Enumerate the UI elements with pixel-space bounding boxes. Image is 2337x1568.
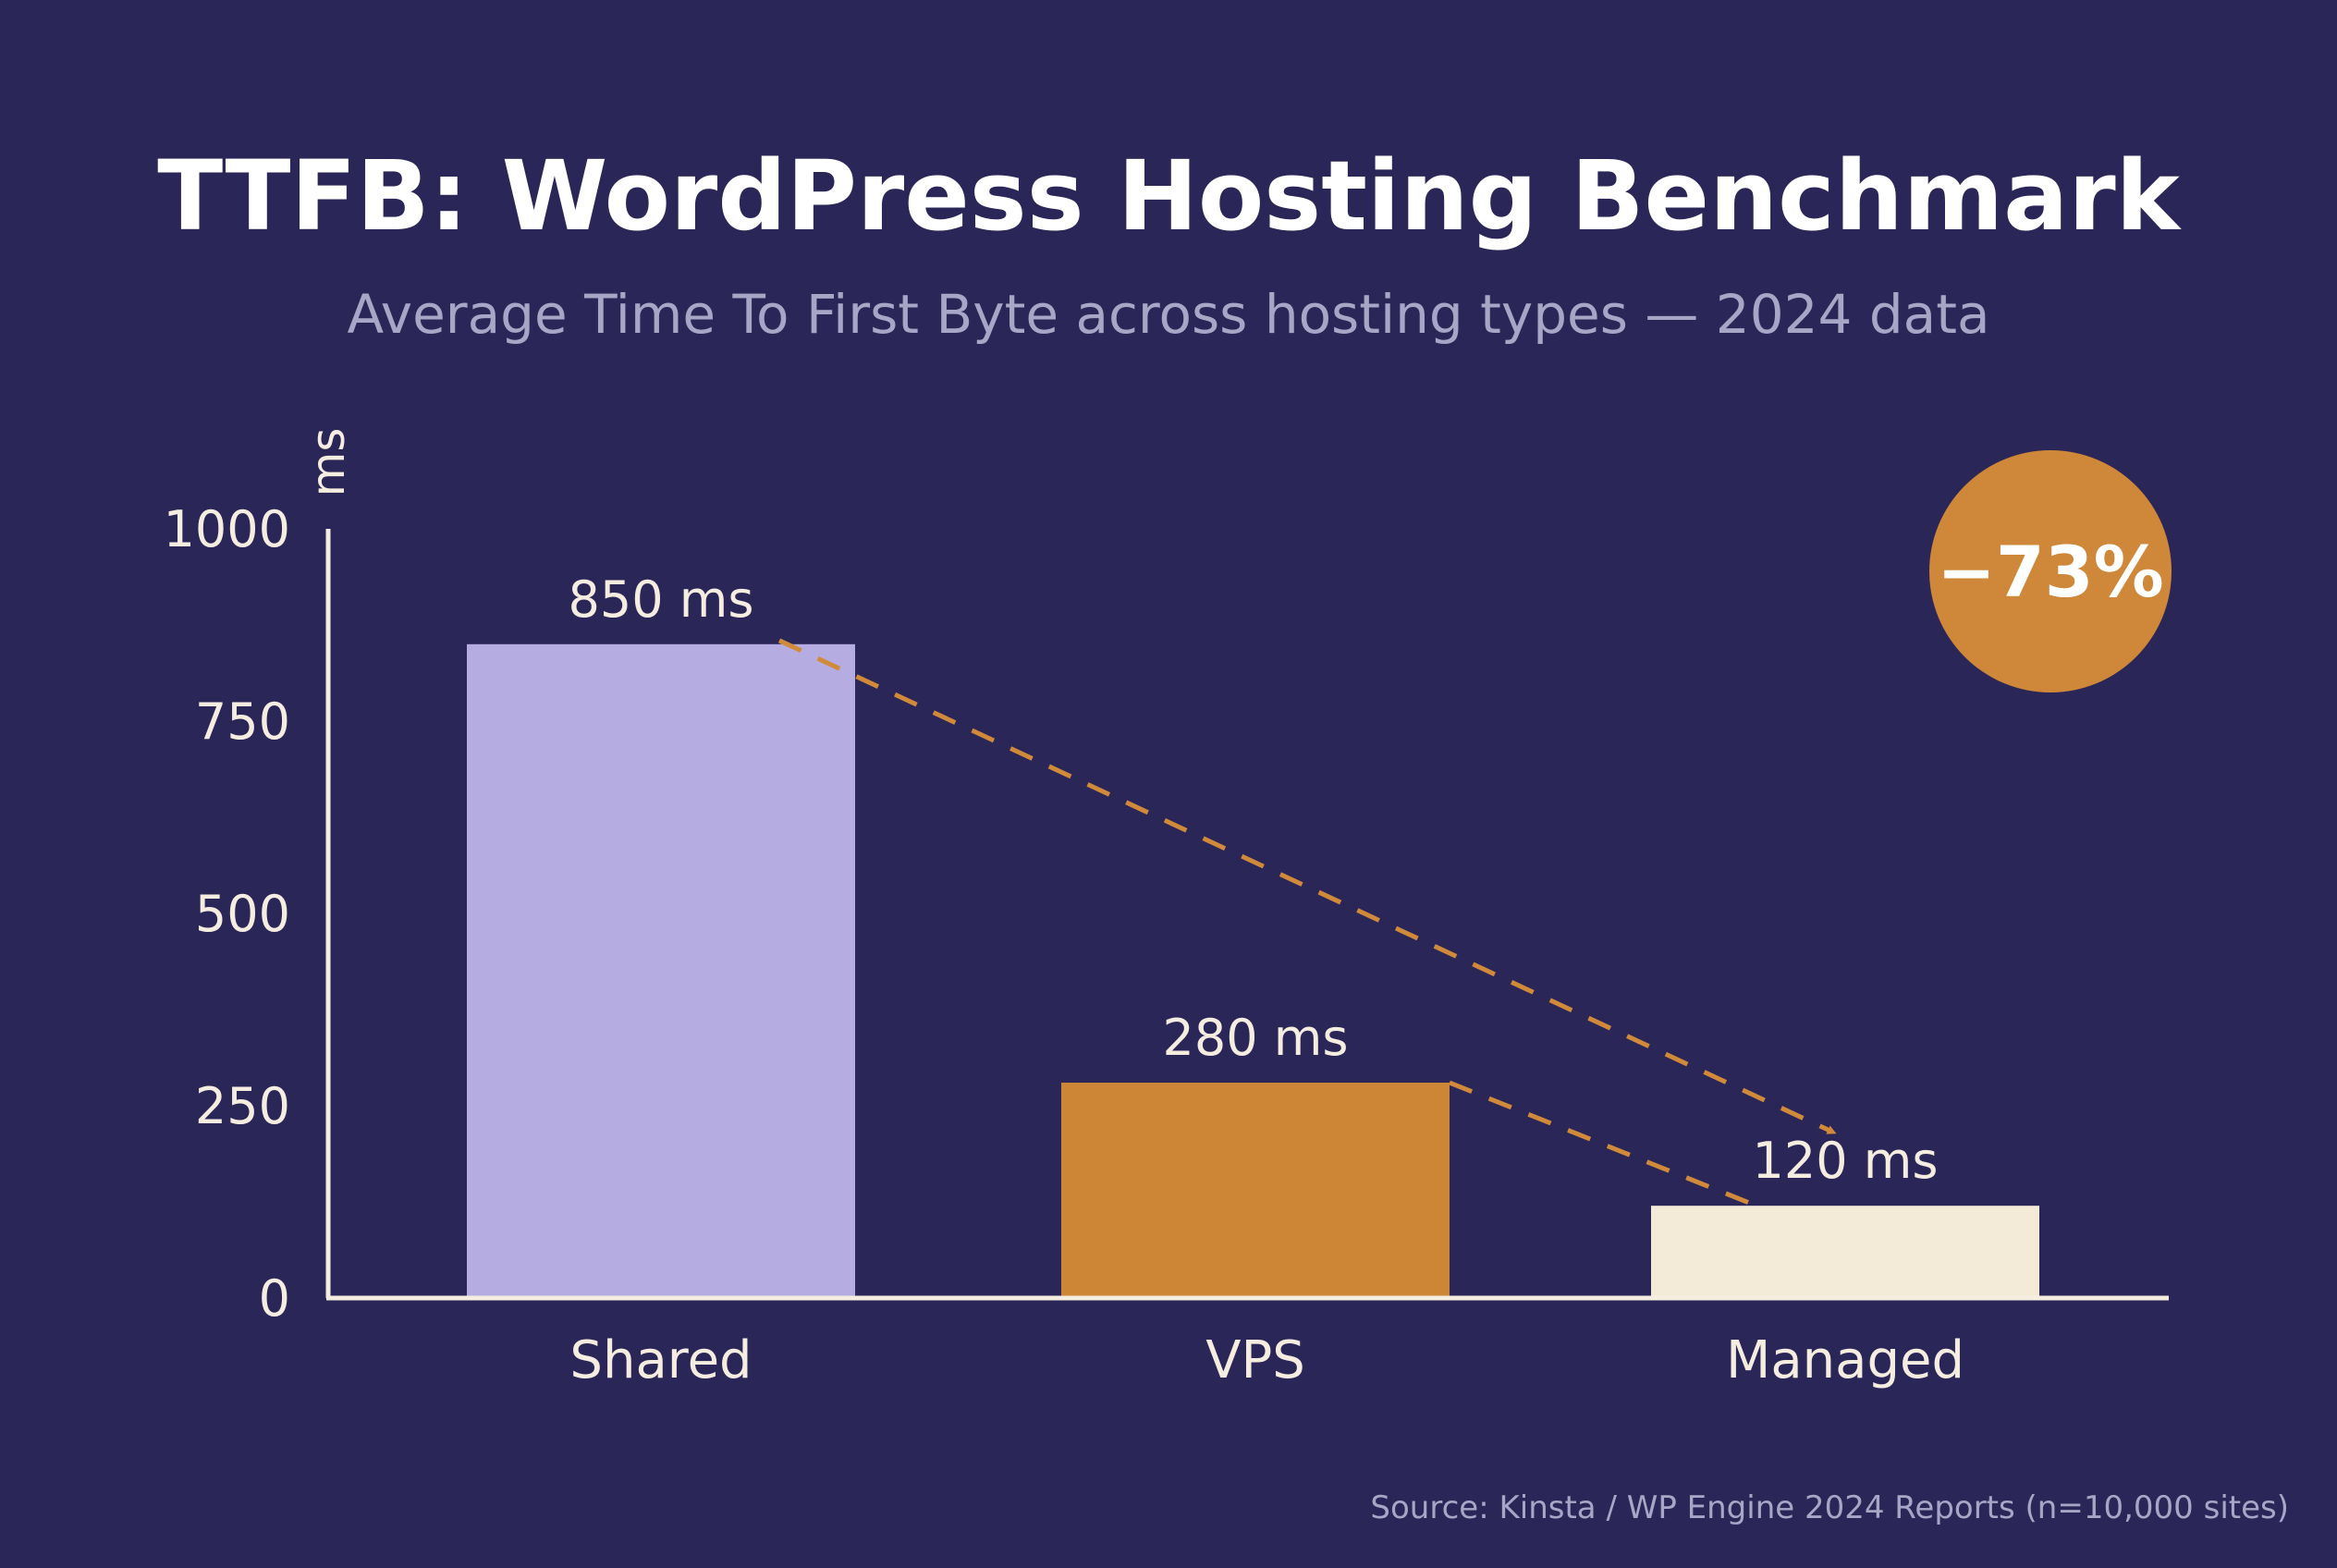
bars: [467, 643, 2039, 1298]
x-axis-labels: Shared VPS Managed: [569, 1330, 1964, 1390]
data-label-vps: 280 ms: [1163, 1009, 1349, 1067]
y-tick-label: 250: [195, 1077, 290, 1135]
source-note: Source: Kinsta / WP Engine 2024 Reports …: [1370, 1489, 2289, 1526]
data-labels: 850 ms 280 ms 120 ms: [569, 570, 1939, 1190]
x-tick-label-vps: VPS: [1205, 1330, 1305, 1390]
y-tick-label: 750: [195, 692, 290, 751]
reduction-badge: [1929, 450, 2172, 692]
trend-line-vps-to-managed: [1449, 1080, 1757, 1208]
y-axis-unit-label: ms: [301, 428, 355, 497]
x-tick-label-shared: Shared: [569, 1330, 752, 1390]
y-axis-ticks: 0 250 500 750 1000: [164, 500, 290, 1328]
reduction-badge-text: −73%: [1937, 531, 2164, 613]
y-tick-label: 0: [259, 1269, 290, 1328]
trend-arrow-shared-to-managed: [777, 638, 1837, 1134]
bar-vps: [1061, 1083, 1450, 1298]
data-label-managed: 120 ms: [1753, 1132, 1939, 1190]
y-tick-label: 1000: [164, 500, 290, 558]
bar-shared: [467, 643, 855, 1298]
chart-title: TTFB: WordPress Hosting Benchmark: [157, 140, 2182, 252]
chart-subtitle: Average Time To First Byte across hostin…: [348, 283, 1990, 346]
bar-managed: [1651, 1206, 2039, 1298]
data-label-shared: 850 ms: [569, 570, 754, 629]
y-tick-label: 500: [195, 885, 290, 943]
x-tick-label-managed: Managed: [1726, 1330, 1964, 1390]
trend-annotations: [777, 638, 1837, 1208]
